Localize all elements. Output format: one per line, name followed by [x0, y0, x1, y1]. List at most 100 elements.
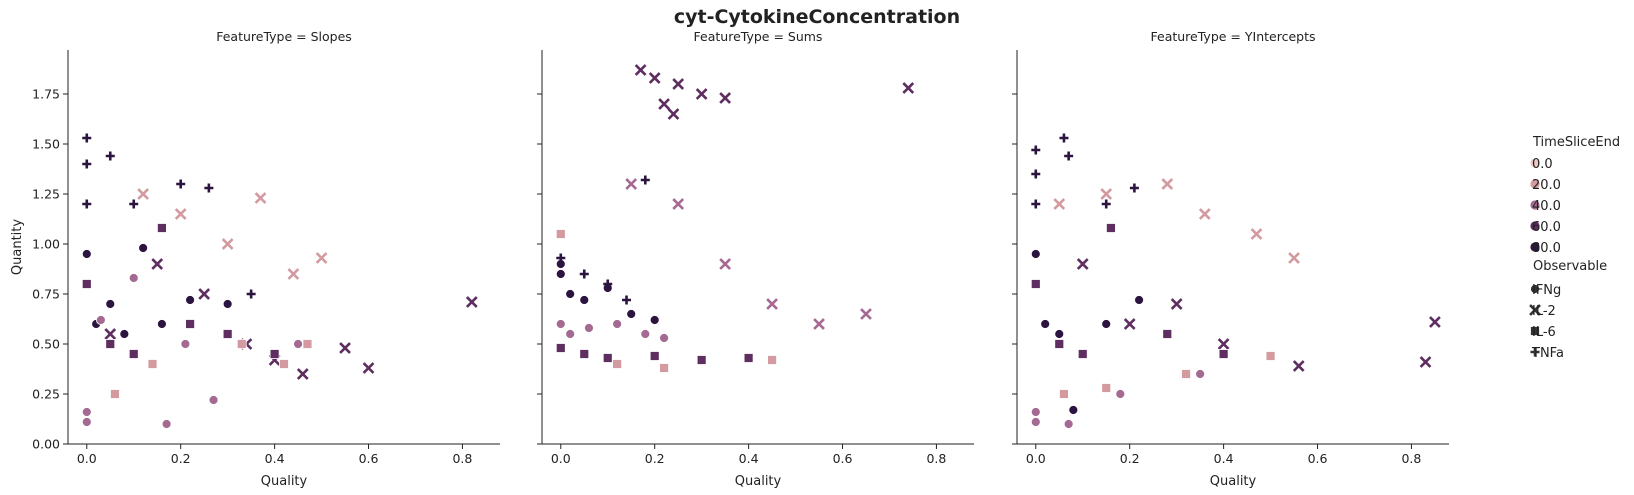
- data-point: [82, 199, 92, 209]
- x-tick-label: 0.0: [77, 451, 97, 466]
- data-point: [151, 258, 164, 270]
- legend-label: IL-6: [1532, 325, 1556, 340]
- data-point: [1053, 198, 1066, 210]
- data-point: [1077, 349, 1088, 359]
- data-point: [1217, 338, 1230, 350]
- legend-marker: [1530, 347, 1540, 357]
- data-point: [902, 82, 915, 94]
- data-point: [565, 329, 576, 339]
- legend-marker: [1530, 284, 1540, 294]
- data-point: [634, 64, 647, 76]
- legend-swatch: [1529, 157, 1541, 169]
- x-tick-label: 0.6: [359, 451, 379, 466]
- facet-title: FeatureType = YIntercepts: [1151, 29, 1316, 44]
- x-tick-label: 0.6: [1308, 451, 1328, 466]
- y-tick-label: 1.50: [32, 137, 60, 152]
- data-point: [640, 175, 650, 185]
- data-point: [128, 273, 139, 283]
- data-point: [695, 88, 708, 100]
- data-point: [1030, 407, 1041, 417]
- data-point: [1170, 298, 1183, 310]
- data-point: [180, 339, 191, 349]
- data-point: [1030, 417, 1041, 427]
- y-tick-label: 0.75: [32, 287, 60, 302]
- data-point: [1250, 228, 1263, 240]
- x-tick-label: 0.2: [1120, 451, 1140, 466]
- data-point: [640, 329, 651, 339]
- data-point: [622, 295, 632, 305]
- data-point: [579, 269, 589, 279]
- legend-label: IFNg: [1532, 283, 1561, 298]
- legend-swatch: [1529, 220, 1541, 232]
- legend-marker: [1529, 304, 1541, 316]
- facet-title: FeatureType = Sums: [694, 29, 823, 44]
- data-point: [659, 333, 669, 343]
- data-point: [1134, 295, 1144, 305]
- legend-swatch: [1529, 241, 1541, 253]
- data-point: [1181, 369, 1191, 379]
- data-point: [279, 359, 289, 369]
- data-point: [287, 268, 300, 280]
- data-point: [138, 243, 149, 253]
- data-point: [667, 108, 680, 120]
- data-point: [556, 253, 566, 263]
- data-point: [602, 353, 613, 363]
- facet-title: FeatureType = Slopes: [216, 29, 352, 44]
- data-point: [82, 159, 92, 169]
- data-point: [198, 288, 211, 300]
- legend-label: 40.0: [1532, 199, 1561, 214]
- data-point: [105, 299, 116, 309]
- data-point: [204, 183, 214, 193]
- data-point: [81, 279, 92, 289]
- data-point: [174, 208, 187, 220]
- chart-title: cyt-CytokineConcentration: [673, 6, 961, 28]
- data-point: [612, 359, 623, 369]
- x-tick-label: 0.8: [926, 451, 946, 466]
- data-point: [1265, 351, 1276, 361]
- data-point: [555, 229, 566, 239]
- data-point: [584, 323, 594, 333]
- data-point: [1076, 258, 1089, 270]
- data-point: [81, 407, 92, 417]
- data-point: [612, 319, 623, 329]
- data-point: [246, 289, 256, 299]
- x-tick-label: 0.2: [645, 451, 665, 466]
- data-point: [185, 319, 195, 329]
- data-point: [625, 178, 638, 190]
- data-point: [1101, 199, 1111, 209]
- y-tick-label: 0.00: [32, 437, 60, 452]
- data-point: [208, 395, 219, 405]
- x-tick-label: 0.8: [1401, 451, 1421, 466]
- data-point: [672, 198, 685, 210]
- data-point: [1292, 360, 1305, 372]
- x-axis-label: Quality: [735, 474, 782, 489]
- legend-swatch: [1529, 178, 1541, 190]
- x-axis-label: Quality: [1210, 474, 1257, 489]
- data-point: [465, 296, 478, 308]
- data-point: [555, 269, 566, 279]
- legend-label: 80.0: [1532, 241, 1561, 256]
- data-point: [860, 308, 872, 320]
- data-point: [659, 363, 669, 373]
- data-point: [185, 295, 195, 305]
- data-point: [767, 355, 777, 365]
- data-point: [1123, 318, 1136, 330]
- y-tick-label: 1.00: [32, 237, 60, 252]
- data-point: [579, 349, 590, 359]
- legend-title-marker: Observable: [1533, 259, 1607, 274]
- data-point: [743, 353, 754, 363]
- legend-label: TNFa: [1531, 346, 1564, 361]
- data-point: [1100, 188, 1113, 200]
- data-point: [1040, 319, 1051, 329]
- data-point: [719, 258, 732, 270]
- data-point: [649, 351, 660, 361]
- data-point: [128, 349, 139, 359]
- data-point: [1419, 356, 1432, 368]
- y-tick-label: 1.75: [32, 87, 60, 102]
- data-point: [1161, 178, 1174, 190]
- x-tick-label: 0.4: [265, 451, 285, 466]
- data-point: [1064, 151, 1074, 161]
- y-tick-label: 0.50: [32, 337, 60, 352]
- data-point: [1129, 183, 1139, 193]
